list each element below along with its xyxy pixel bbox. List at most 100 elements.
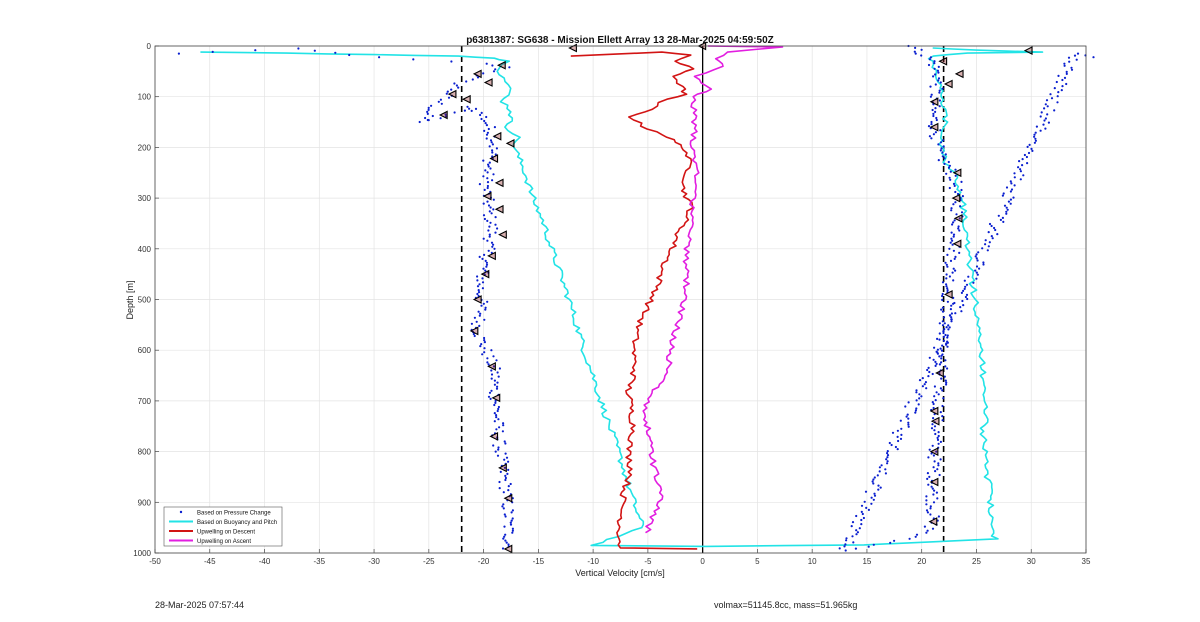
pressure-point [900, 433, 903, 436]
pressure-point [928, 58, 932, 61]
pressure-point [932, 454, 936, 457]
pressure-point [940, 357, 943, 360]
pressure-point [952, 221, 955, 224]
pressure-point [960, 310, 963, 313]
pressure-point [485, 261, 488, 264]
pressure-point [486, 219, 489, 222]
pressure-point [944, 359, 947, 362]
pressure-point [940, 147, 943, 150]
pressure-point [491, 64, 494, 67]
pressure-point [480, 111, 483, 114]
pressure-point [966, 297, 969, 301]
pressure-point [942, 330, 945, 333]
pressure-point [896, 448, 899, 451]
pressure-point [492, 198, 495, 201]
pressure-point [1010, 188, 1014, 191]
pressure-point [939, 347, 942, 350]
x-tick-label: -20 [478, 557, 490, 566]
pressure-point [933, 425, 937, 428]
pressure-point [487, 204, 491, 207]
pressure-point [494, 399, 497, 402]
triangle-marker [930, 416, 940, 426]
pressure-point [446, 90, 449, 93]
pressure-point [862, 516, 866, 520]
pressure-point [863, 500, 866, 503]
pressure-point [878, 466, 882, 469]
pressure-point [938, 355, 941, 358]
x-tick-label: -10 [587, 557, 599, 566]
pressure-point [494, 231, 497, 234]
triangle-marker [929, 477, 939, 487]
pressure-point [1009, 180, 1012, 183]
pressure-point [1075, 58, 1078, 61]
pressure-point [941, 310, 945, 313]
triangle-marker [489, 154, 499, 163]
pressure-point [937, 442, 940, 445]
pressure-point [482, 237, 485, 240]
pressure-point [960, 211, 964, 214]
pressure-point [852, 541, 855, 544]
pressure-point [1001, 194, 1005, 197]
pressure-point [952, 182, 956, 185]
pressure-point [932, 114, 935, 118]
pressure-point [914, 46, 917, 50]
pressure-point [940, 349, 944, 352]
pressure-point [1034, 139, 1037, 142]
pressure-point [950, 237, 953, 240]
pressure-point [990, 235, 993, 238]
pressure-point [502, 503, 505, 506]
x-tick-label: -5 [644, 557, 652, 566]
triangle-marker [496, 60, 506, 70]
pressure-point [501, 430, 504, 433]
pressure-point [850, 525, 853, 528]
pressure-point [963, 287, 966, 290]
triangle-marker [461, 94, 471, 104]
pressure-point [489, 167, 492, 170]
pressure-point [509, 521, 512, 524]
pressure-point [978, 267, 981, 270]
pressure-point [939, 129, 942, 132]
pressure-point [1013, 176, 1016, 179]
pressure-point [439, 98, 442, 101]
pressure-point [950, 209, 953, 212]
x-tick-label: 10 [808, 557, 817, 566]
pressure-point [504, 515, 507, 518]
pressure-point [1002, 192, 1005, 195]
pressure-point [896, 429, 900, 432]
pressure-point [504, 478, 507, 482]
pressure-point [934, 110, 937, 113]
pressure-point [975, 277, 978, 280]
pressure-point [920, 395, 923, 398]
pressure-point [1033, 141, 1036, 144]
pressure-point [931, 372, 934, 376]
pressure-point [503, 440, 506, 443]
pressure-point [921, 377, 924, 380]
pressure-point [929, 513, 932, 516]
pressure-point [487, 165, 490, 168]
pressure-point [873, 494, 877, 497]
pressure-point [496, 371, 499, 374]
pressure-point [997, 214, 1000, 217]
pressure-point [952, 235, 955, 238]
pressure-point [489, 221, 492, 224]
pressure-point [977, 251, 980, 254]
pressure-point [490, 212, 493, 215]
pressure-point [940, 354, 943, 357]
pressure-point [495, 416, 498, 419]
pressure-point [999, 218, 1003, 221]
pressure-point [455, 84, 458, 87]
pressure-point [953, 257, 956, 260]
pressure-point [508, 66, 511, 69]
pressure-point [1005, 186, 1009, 189]
pressure-point [484, 308, 487, 311]
pressure-point [937, 65, 940, 68]
x-tick-labels: -50 -45 -40 -35 -30 -25 -20 -15 -10 -5 0 5 10 15 20 25 3… [149, 557, 1091, 566]
pressure-point [483, 217, 486, 221]
pressure-point [932, 417, 935, 420]
pressure-point [860, 523, 863, 526]
pressure-point [961, 299, 964, 303]
pressure-point [932, 358, 935, 361]
pressure-point [855, 514, 858, 518]
pressure-point [929, 507, 932, 510]
pressure-point [926, 477, 929, 480]
